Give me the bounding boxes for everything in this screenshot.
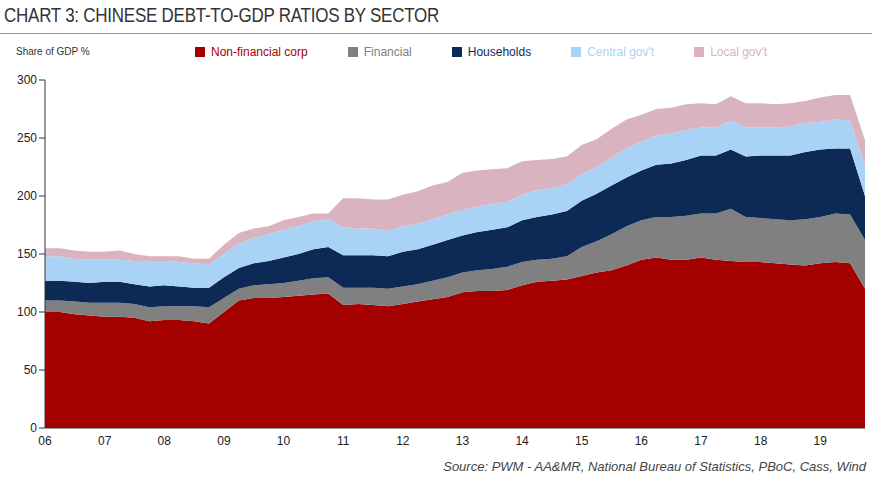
- svg-text:17: 17: [694, 434, 708, 448]
- html-text:Local gov't: Local gov't: [710, 45, 768, 59]
- svg-text:19: 19: [814, 434, 828, 448]
- svg-text:12: 12: [396, 434, 410, 448]
- html-text:Central gov't: Central gov't: [587, 45, 655, 59]
- html-text:Source: PWM - AA&MR, National: Source: PWM - AA&MR, National Bureau of …: [443, 459, 866, 474]
- html-text:Non-financial corp: Non-financial corp: [211, 45, 308, 59]
- svg-text:13: 13: [456, 434, 470, 448]
- html-text:Households: Households: [467, 45, 532, 59]
- svg-text:07: 07: [98, 434, 112, 448]
- svg-text:100: 100: [17, 305, 37, 319]
- html-text:CHART 3: CHINESE DEBT-TO-GDP R: CHART 3: CHINESE DEBT-TO-GDP RATIOS BY S…: [4, 4, 439, 26]
- svg-text:11: 11: [337, 434, 350, 448]
- svg-text:06: 06: [38, 434, 52, 448]
- html-text:Financial: Financial: [363, 45, 412, 59]
- svg-text:10: 10: [277, 434, 291, 448]
- svg-text:14: 14: [515, 434, 529, 448]
- svg-text:18: 18: [754, 434, 768, 448]
- svg-text:15: 15: [575, 434, 589, 448]
- svg-text:50: 50: [24, 363, 38, 377]
- svg-text:250: 250: [17, 131, 37, 145]
- svg-text:08: 08: [158, 434, 172, 448]
- svg-text:200: 200: [17, 189, 37, 203]
- svg-text:16: 16: [635, 434, 649, 448]
- svg-text:150: 150: [17, 247, 37, 261]
- svg-text:09: 09: [217, 434, 231, 448]
- svg-text:300: 300: [17, 73, 37, 87]
- svg-text:0: 0: [30, 421, 37, 435]
- html-text:Share of GDP %: Share of GDP %: [16, 46, 90, 57]
